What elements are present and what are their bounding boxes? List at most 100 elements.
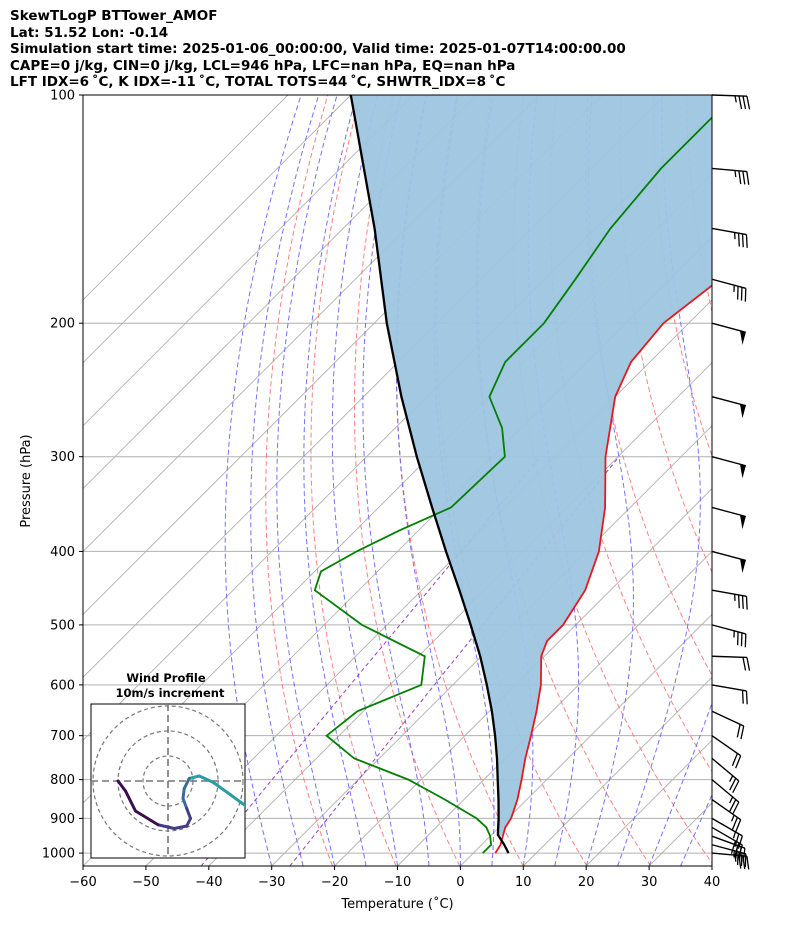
barb-feather <box>742 95 747 110</box>
barb-shaft <box>711 735 742 757</box>
dry-adiabat <box>310 95 397 866</box>
wind-barb <box>711 826 743 858</box>
dry-adiabat <box>619 95 712 574</box>
x-tick-label: 0 <box>456 875 464 890</box>
barb-shaft <box>711 826 743 846</box>
convective-params: CAPE=0 j/kg, CIN=0 j/kg, LCL=946 hPa, LF… <box>10 57 516 74</box>
barb-feather <box>742 171 746 185</box>
hodograph-trace-segment <box>181 797 189 810</box>
barb-feather <box>740 725 745 740</box>
isotherm-line <box>711 865 712 866</box>
barb-feather <box>732 780 740 794</box>
barb-shaft <box>711 589 747 597</box>
dry-adiabat <box>784 95 794 866</box>
parcel-line <box>349 95 510 854</box>
dry-adiabat <box>719 95 794 866</box>
x-tick-label: −50 <box>132 875 159 890</box>
barb-shaft <box>711 624 746 635</box>
barb-half-feather <box>729 796 734 804</box>
moist-adiabat <box>250 95 320 866</box>
x-tick-label: 20 <box>578 875 595 890</box>
stability-indices: LFT IDX=6 ˚C, K IDX=-11 ˚C, TOTAL TOTS=4… <box>10 74 506 90</box>
hodograph-plot <box>91 704 245 858</box>
cin-shaded-area <box>350 95 712 837</box>
wind-barb <box>711 395 746 419</box>
y-tick-label: 600 <box>50 678 75 693</box>
wind-barb <box>711 167 750 185</box>
barb-feather <box>742 657 747 671</box>
hodograph-trace-segment <box>182 777 191 790</box>
moist-adiabat <box>303 95 367 866</box>
barb-half-feather <box>734 95 737 103</box>
barb-feather <box>729 778 737 791</box>
y-tick-label: 1000 <box>42 847 75 862</box>
barb-shaft <box>711 456 746 467</box>
isotherm-line <box>460 613 712 866</box>
isotherm-line <box>271 425 712 866</box>
barb-shaft <box>711 94 748 97</box>
barb-feather <box>738 95 743 110</box>
barb-pennant <box>740 514 746 530</box>
moist-adiabat <box>362 95 430 866</box>
x-tick-label: −10 <box>384 875 411 890</box>
wind-barb <box>711 227 748 248</box>
wind-barb <box>711 506 746 530</box>
barb-feather <box>732 801 740 815</box>
y-tick-label: 900 <box>50 812 75 827</box>
moist-adiabat <box>396 95 461 866</box>
barb-shaft <box>711 395 746 407</box>
isotherm-line <box>83 95 477 490</box>
wind-barb <box>711 456 746 479</box>
dry-adiabat <box>751 95 794 866</box>
hodograph-trace-segment <box>116 779 127 793</box>
wind-barb <box>711 779 740 815</box>
barb-shaft <box>711 757 740 782</box>
isotherm-line <box>83 95 415 427</box>
x-tick-label: −40 <box>195 875 222 890</box>
barb-shaft <box>711 779 740 803</box>
wind-barb <box>711 624 747 648</box>
wind-barb <box>711 589 748 610</box>
barb-shaft <box>711 799 742 821</box>
moist-adiabat <box>680 793 712 866</box>
barb-feather <box>737 233 740 247</box>
barb-feather <box>737 844 743 858</box>
barb-shaft <box>711 278 746 289</box>
y-tick-label: 500 <box>50 618 75 633</box>
barb-feather <box>737 835 743 849</box>
hodograph-trace-segment <box>185 807 192 820</box>
moist-adiabat <box>648 701 712 866</box>
sounding-profiles <box>313 95 712 854</box>
barb-feather <box>745 596 748 610</box>
wind-barbs <box>711 94 751 870</box>
axis-ticks: −60 −50 −40 −30 −20 −10 0 10 20 30 40 100 200 300 400 5… <box>42 89 720 891</box>
x-tick-label: −20 <box>321 875 348 890</box>
isotherm-line <box>83 95 352 364</box>
barb-half-feather <box>729 775 734 782</box>
y-tick-label: 200 <box>50 317 75 332</box>
barb-feather <box>729 799 737 812</box>
barb-shaft <box>711 655 748 659</box>
dry-adiabat <box>265 95 333 866</box>
wind-barb <box>711 817 743 849</box>
wind-barb <box>711 757 740 794</box>
barb-feather <box>735 755 742 769</box>
barb-feather <box>734 833 740 847</box>
hodograph-trace-segment <box>124 789 137 813</box>
hodograph-trace-segment <box>229 793 245 808</box>
wind-barb <box>711 710 745 740</box>
hodograph-trace-segment <box>197 774 215 784</box>
dewpoint-line <box>313 116 712 854</box>
y-tick-label: 300 <box>50 450 75 465</box>
wind-barb <box>711 550 746 574</box>
y-tick-label: 800 <box>50 773 75 788</box>
barb-feather <box>741 690 744 704</box>
chart-header: SkewTLogP BTTower_AMOF Lat: 51.52 Lon: -… <box>10 8 626 91</box>
moist-adiabat <box>617 95 701 866</box>
dry-adiabat <box>354 95 461 866</box>
x-tick-label: 10 <box>515 875 532 890</box>
barb-feather <box>735 819 742 833</box>
simulation-times: Simulation start time: 2025-01-06_00:00:… <box>10 41 626 57</box>
barb-pennant <box>740 464 746 479</box>
wind-barb <box>711 799 742 833</box>
